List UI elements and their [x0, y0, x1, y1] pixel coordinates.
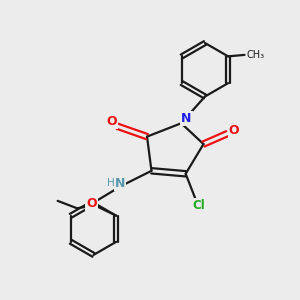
Text: O: O: [229, 124, 239, 137]
Text: CH₃: CH₃: [247, 50, 265, 60]
Text: O: O: [86, 197, 97, 210]
Text: N: N: [115, 177, 125, 190]
Text: H: H: [107, 178, 115, 188]
Text: O: O: [106, 115, 117, 128]
Text: N: N: [182, 112, 192, 125]
Text: Cl: Cl: [193, 200, 206, 212]
